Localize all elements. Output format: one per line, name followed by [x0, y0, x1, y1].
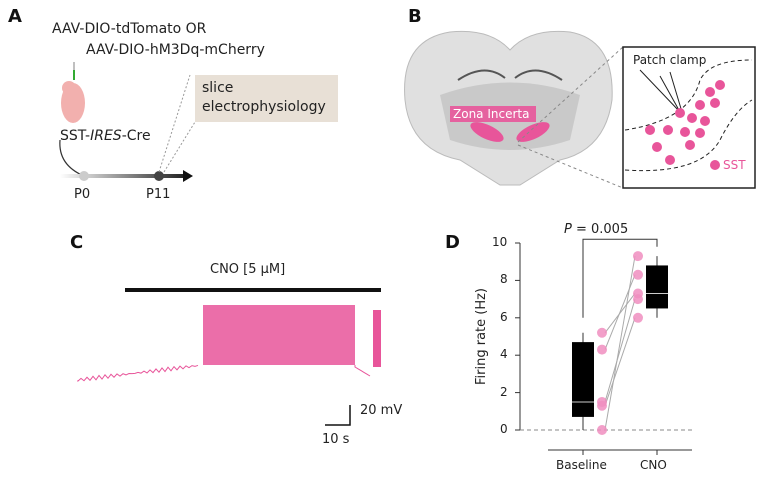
p-value-label: P = 0.005 [564, 222, 628, 237]
timepoint-p0-dot [79, 171, 89, 181]
x-label-baseline: Baseline [556, 458, 607, 472]
sst-neuron-dot [685, 140, 695, 150]
data-point-baseline [597, 327, 607, 338]
paired-line [604, 256, 636, 431]
zona-incerta-right [516, 122, 550, 142]
sst-neuron-dot [710, 98, 720, 108]
curved-arrow [59, 139, 85, 177]
y-tick-label: 8 [500, 272, 508, 287]
data-point-cno [633, 312, 643, 323]
sst-neuron-dot [663, 125, 673, 135]
p-rest: = 0.005 [571, 222, 629, 237]
mouse-ital: IRES [90, 128, 122, 144]
sst-neuron-dot [705, 87, 715, 97]
y-tick-label: 4 [500, 347, 508, 362]
sst-neuron-dot [695, 100, 705, 110]
sst-neuron-dot [710, 160, 720, 170]
slice-ephys-box: slice electrophysiology [195, 75, 338, 122]
data-point-cno [633, 294, 643, 305]
box-baseline [572, 342, 594, 417]
data-point-cno [633, 251, 643, 262]
inset-boundaries [624, 59, 753, 172]
panel-label-a: A [8, 6, 22, 27]
membrane-trace-baseline [77, 364, 199, 383]
scale-mv-label: 20 mV [360, 403, 403, 418]
paired-line [604, 298, 636, 403]
panel-label-d: D [445, 232, 460, 253]
mouse-line-label: SST-IRES-Cre [60, 128, 151, 144]
timepoint-p11-dot [154, 171, 164, 181]
zoom-dashed-lines [158, 74, 196, 173]
mouse-pup-head [62, 81, 76, 95]
sst-neuron-dot [695, 128, 705, 138]
inset-zoom-lines [517, 46, 624, 189]
panel-label-c: C [70, 232, 84, 253]
p-ital: P [564, 222, 572, 237]
mouse-post: -Cre [121, 128, 151, 144]
box-cno [646, 265, 668, 309]
sst-neuron-dot [687, 113, 697, 123]
paired-line [604, 274, 636, 350]
sst-neuron-dot [715, 80, 725, 90]
zona-incerta-label-bg [450, 106, 536, 122]
scale-bar [325, 405, 351, 426]
membrane-trace-pause [354, 365, 371, 377]
zona-incerta-left [470, 122, 504, 142]
timeline-arrowhead [183, 170, 193, 182]
data-point-baseline [597, 344, 607, 355]
panel-label-b: B [408, 6, 422, 27]
cno-bar-label: CNO [5 µM] [210, 262, 286, 277]
spike-burst [203, 305, 355, 365]
patch-pipette-icon [639, 69, 683, 113]
timepoint-p0: P0 [74, 187, 91, 202]
zona-incerta-label: Zona Incerta [453, 107, 530, 121]
sst-legend-label: SST [723, 158, 746, 172]
x-label-cno: CNO [640, 458, 667, 472]
data-point-baseline [597, 425, 607, 435]
box-line-1: slice [202, 80, 234, 96]
y-tick-label: 10 [492, 235, 508, 249]
data-point-cno [633, 269, 643, 280]
virus-label-2: AAV-DIO-hM3Dq-mCherry [86, 42, 265, 58]
scale-s-label: 10 s [322, 432, 350, 447]
y-axis-label: Firing rate (Hz) [474, 287, 489, 385]
paired-line [604, 317, 636, 406]
y-tick-label: 2 [500, 384, 508, 399]
y-tick-label: 6 [500, 309, 508, 324]
sst-neuron-dot [675, 108, 685, 118]
sst-neuron-dot [652, 142, 662, 152]
sst-neuron-dot [645, 125, 655, 135]
timepoint-p11: P11 [146, 187, 171, 202]
sst-neuron-dot [680, 127, 690, 137]
sst-neuron-dot [700, 116, 710, 126]
data-point-baseline [597, 400, 607, 411]
box-line-2: electrophysiology [202, 99, 326, 115]
timeline-bar [60, 174, 185, 178]
sst-neuron-dot [665, 155, 675, 165]
virus-label-1: AAV-DIO-tdTomato OR [52, 21, 207, 37]
patch-clamp-label: Patch clamp [633, 53, 707, 67]
mouse-pre: SST- [60, 128, 91, 144]
significance-bracket [582, 238, 658, 318]
spike-burst-end [373, 310, 381, 367]
ventricles [457, 69, 563, 81]
y-tick-label: 0 [500, 422, 508, 436]
